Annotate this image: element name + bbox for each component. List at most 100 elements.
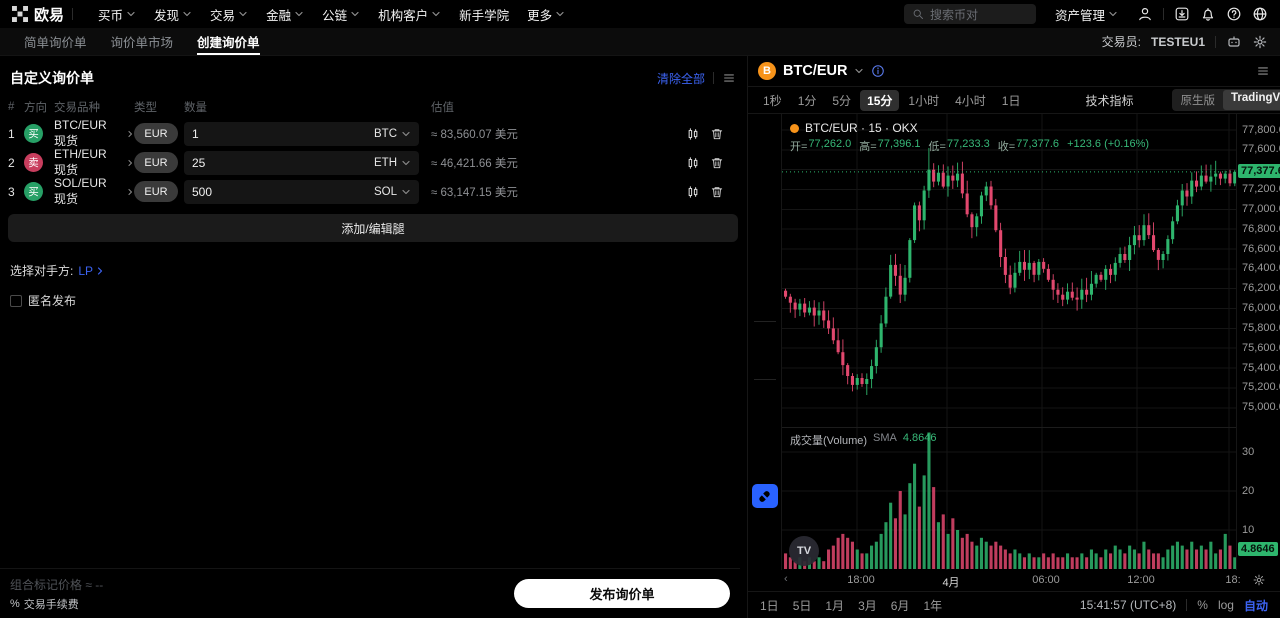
notifications-bell-icon[interactable] <box>1200 6 1216 22</box>
add-edit-legs-button[interactable]: 添加/编辑腿 <box>8 214 738 242</box>
currency-pill-button[interactable]: EUR <box>134 181 178 202</box>
nav-item-0[interactable]: 买币 <box>89 5 145 24</box>
delete-leg-icon[interactable] <box>710 127 724 141</box>
ruler-icon[interactable] <box>752 326 778 350</box>
currency-pill-button[interactable]: EUR <box>134 123 178 144</box>
percent-scale-button[interactable]: % <box>1197 598 1208 612</box>
native-mode-option[interactable]: 原生版 <box>1180 95 1216 107</box>
anonymous-checkbox-row[interactable]: 匿名发布 <box>10 292 736 309</box>
settings-gear-icon[interactable] <box>1252 34 1268 50</box>
amount-input[interactable]: 25 ETH <box>184 150 419 175</box>
anonymous-checkbox[interactable] <box>10 294 22 307</box>
symbol-list-icon[interactable] <box>1256 64 1270 78</box>
range-button-5[interactable]: 1年 <box>923 598 943 613</box>
view-chart-icon[interactable] <box>686 127 700 141</box>
view-chart-icon[interactable] <box>686 156 700 170</box>
nav-item-1[interactable]: 发现 <box>145 5 201 24</box>
text-icon[interactable] <box>752 268 778 292</box>
nav-item-2[interactable]: 交易 <box>201 5 257 24</box>
trash-icon[interactable] <box>752 509 778 533</box>
anonymous-label: 匿名发布 <box>28 294 77 308</box>
timeframe-5[interactable]: 4小时 <box>955 93 986 108</box>
user-icon[interactable] <box>1137 6 1153 22</box>
rfq-panel-header: 自定义询价单 清除全部 <box>0 56 746 96</box>
interval-chevron-icon[interactable] <box>1029 90 1044 110</box>
tab-0[interactable]: 简单询价单 <box>24 36 87 50</box>
zoom-in-icon[interactable] <box>752 351 778 375</box>
nav-item-7[interactable]: 更多 <box>518 5 574 24</box>
instrument-select[interactable]: BTC/EUR 现货 <box>54 118 134 149</box>
publish-rfq-button[interactable]: 发布询价单 <box>514 579 730 608</box>
search-input[interactable]: 搜索币对 <box>903 4 1036 24</box>
unit-select[interactable]: ETH <box>374 157 411 169</box>
nav-item-3[interactable]: 金融 <box>257 5 313 24</box>
info-icon[interactable] <box>871 64 885 78</box>
trader-bot-icon[interactable] <box>1226 34 1242 50</box>
timeframe-6[interactable]: 1日 <box>1001 93 1021 108</box>
delete-leg-icon[interactable] <box>710 156 724 170</box>
tradingview-mode-option[interactable]: TradingView <box>1223 90 1280 110</box>
tab-2[interactable]: 创建询价单 <box>185 28 272 55</box>
delete-leg-icon[interactable] <box>710 185 724 199</box>
sub-navbar: 简单询价单 询价单市场 创建询价单 交易员: TESTEU1 <box>0 28 1280 56</box>
eye-off-icon[interactable] <box>752 459 778 483</box>
nav-item-5[interactable]: 机构客户 <box>369 5 450 24</box>
range-button-3[interactable]: 3月 <box>858 598 877 613</box>
scroll-left-arrow[interactable]: ‹ <box>784 573 788 585</box>
currency-pill-button[interactable]: EUR <box>134 152 178 173</box>
panel-list-icon[interactable] <box>722 71 736 85</box>
axis-settings-gear-icon[interactable] <box>1252 573 1266 587</box>
snapshot-camera-icon[interactable] <box>1155 90 1170 110</box>
chart-style-icon[interactable] <box>1046 90 1061 110</box>
amount-input[interactable]: 500 SOL <box>184 179 419 204</box>
brush-icon[interactable] <box>752 243 778 267</box>
lock-icon[interactable] <box>752 434 778 458</box>
language-globe-icon[interactable] <box>1252 6 1268 22</box>
chart-settings-gear-icon[interactable] <box>1136 90 1151 110</box>
okx-logo[interactable]: 欧易 <box>12 4 64 25</box>
timeframe-0[interactable]: 1秒 <box>763 93 782 108</box>
timeframe-3[interactable]: 15分 <box>860 89 900 111</box>
instrument-select[interactable]: ETH/EUR 现货 <box>54 147 134 178</box>
help-icon[interactable] <box>1226 6 1242 22</box>
timeframe-4[interactable]: 1小时 <box>908 93 940 108</box>
auto-scale-button[interactable]: 自动 <box>1243 598 1268 613</box>
amount-input[interactable]: 1 BTC <box>184 121 419 146</box>
clock[interactable]: 15:41:57 (UTC+8) <box>1079 598 1177 612</box>
fib-lines-icon[interactable] <box>752 168 778 192</box>
chart-plot-area[interactable]: BTC/EUR · 15 · OKX 开77,262.0 高77,396.1 低… <box>782 114 1236 570</box>
timeframe-2[interactable]: 5分 <box>832 93 852 108</box>
range-button-1[interactable]: 5日 <box>792 598 812 613</box>
divider <box>713 72 714 84</box>
log-scale-button[interactable]: log <box>1217 598 1234 612</box>
instrument-select[interactable]: SOL/EUR 现货 <box>54 176 134 207</box>
emoji-icon[interactable] <box>752 293 778 317</box>
magnet-icon[interactable] <box>752 384 778 408</box>
time-axis[interactable]: ‹ 18:00 4月 06:00 12:00 18: <box>748 570 1280 592</box>
price-tick: 75,600.0 <box>1242 341 1280 354</box>
range-button-0[interactable]: 1日 <box>760 598 779 613</box>
unit-select[interactable]: BTC <box>374 128 411 140</box>
crosshair-icon[interactable] <box>752 118 778 142</box>
range-button-4[interactable]: 6月 <box>890 598 910 613</box>
assets-menu[interactable]: 资产管理 <box>1046 5 1127 24</box>
tab-1[interactable]: 询价单市场 <box>110 36 174 50</box>
nav-item-4[interactable]: 公链 <box>313 5 369 24</box>
clear-all-link[interactable]: 清除全部 <box>656 71 705 86</box>
edit-icon[interactable] <box>752 409 778 433</box>
download-app-icon[interactable] <box>1174 6 1190 22</box>
range-button-2[interactable]: 1月 <box>825 598 845 613</box>
unit-select[interactable]: SOL <box>374 186 411 198</box>
xabcd-pattern-icon[interactable] <box>752 193 778 217</box>
forecast-icon[interactable] <box>752 218 778 242</box>
price-axis[interactable]: 77,800.0 77,600.0 77,200.0 77,000.0 76,800.0… <box>1236 114 1280 570</box>
link-icon[interactable] <box>751 484 778 508</box>
trend-line-icon[interactable] <box>752 143 778 167</box>
nav-item-6[interactable]: 新手学院 <box>450 5 518 24</box>
view-chart-icon[interactable] <box>686 185 700 199</box>
timeframe-1[interactable]: 1分 <box>797 93 817 108</box>
indicators-button[interactable]: 技术指标 <box>1065 90 1134 110</box>
symbol-name[interactable]: BTC/EUR <box>783 63 848 79</box>
counterparty-select[interactable]: LP <box>78 264 105 278</box>
tradingview-watermark[interactable]: TV <box>789 536 819 566</box>
